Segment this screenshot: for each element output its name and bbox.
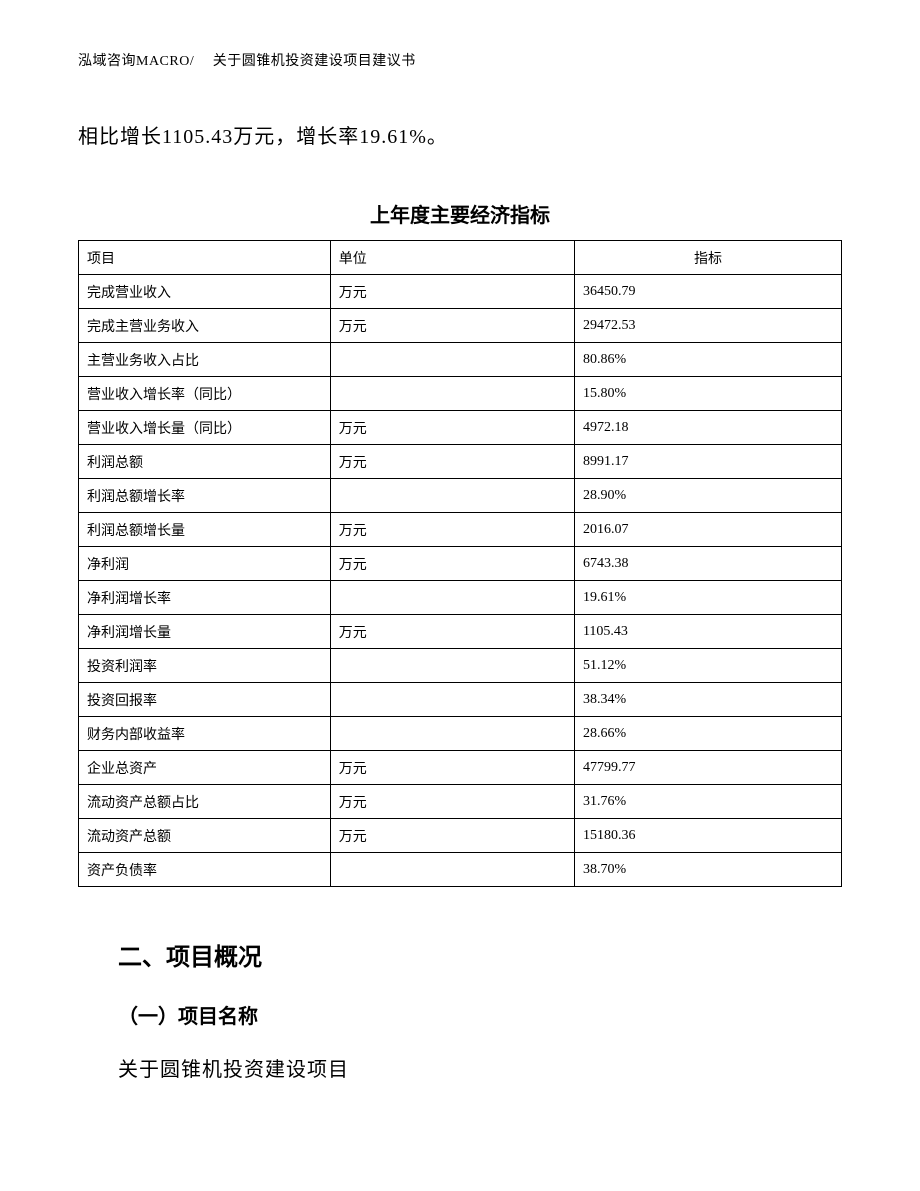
cell-item: 净利润增长量 [79,615,331,649]
cell-value: 80.86% [574,343,841,377]
table-row: 利润总额万元8991.17 [79,445,842,479]
table-header-row: 项目 单位 指标 [79,241,842,275]
table-row: 企业总资产万元47799.77 [79,751,842,785]
cell-value: 38.70% [574,853,841,887]
cell-unit: 万元 [330,547,574,581]
table-row: 流动资产总额占比万元31.76% [79,785,842,819]
table-title: 上年度主要经济指标 [78,199,842,228]
table-row: 流动资产总额万元15180.36 [79,819,842,853]
cell-value: 8991.17 [574,445,841,479]
cell-item: 营业收入增长率（同比） [79,377,331,411]
cell-item: 投资利润率 [79,649,331,683]
cell-unit [330,649,574,683]
cell-value: 1105.43 [574,615,841,649]
table-row: 利润总额增长量万元2016.07 [79,513,842,547]
cell-value: 15180.36 [574,819,841,853]
cell-value: 4972.18 [574,411,841,445]
cell-unit: 万元 [330,309,574,343]
column-header-item: 项目 [79,241,331,275]
intro-paragraph: 相比增长1105.43万元，增长率19.61%。 [78,120,842,149]
cell-unit: 万元 [330,411,574,445]
cell-value: 6743.38 [574,547,841,581]
table-row: 净利润增长率 19.61% [79,581,842,615]
table-row: 投资回报率 38.34% [79,683,842,717]
cell-value: 28.90% [574,479,841,513]
cell-item: 净利润增长率 [79,581,331,615]
section-content: 关于圆锥机投资建设项目 [118,1053,842,1082]
cell-unit [330,343,574,377]
cell-item: 完成主营业务收入 [79,309,331,343]
cell-item: 流动资产总额占比 [79,785,331,819]
cell-value: 51.12% [574,649,841,683]
subsection-heading: （一）项目名称 [118,1000,842,1029]
cell-unit: 万元 [330,513,574,547]
cell-item: 完成营业收入 [79,275,331,309]
table-row: 投资利润率 51.12% [79,649,842,683]
cell-unit [330,581,574,615]
cell-item: 利润总额 [79,445,331,479]
cell-item: 资产负债率 [79,853,331,887]
table-row: 完成营业收入万元36450.79 [79,275,842,309]
cell-item: 营业收入增长量（同比） [79,411,331,445]
column-header-indicator: 指标 [574,241,841,275]
table-row: 营业收入增长量（同比）万元4972.18 [79,411,842,445]
cell-unit [330,479,574,513]
cell-item: 投资回报率 [79,683,331,717]
cell-value: 19.61% [574,581,841,615]
cell-unit [330,377,574,411]
economic-indicators-table: 项目 单位 指标 完成营业收入万元36450.79 完成主营业务收入万元2947… [78,240,842,887]
table-row: 利润总额增长率 28.90% [79,479,842,513]
header-text: 泓域咨询MACRO/ 关于圆锥机投资建设项目建议书 [78,54,416,69]
cell-unit [330,853,574,887]
cell-unit: 万元 [330,275,574,309]
table-row: 资产负债率 38.70% [79,853,842,887]
cell-unit [330,683,574,717]
column-header-unit: 单位 [330,241,574,275]
cell-value: 38.34% [574,683,841,717]
cell-unit: 万元 [330,615,574,649]
table-row: 财务内部收益率 28.66% [79,717,842,751]
cell-value: 31.76% [574,785,841,819]
table-row: 营业收入增长率（同比） 15.80% [79,377,842,411]
cell-item: 净利润 [79,547,331,581]
cell-unit [330,717,574,751]
page-header: 泓域咨询MACRO/ 关于圆锥机投资建设项目建议书 [78,50,842,70]
cell-unit: 万元 [330,751,574,785]
section-heading: 二、项目概况 [118,937,842,972]
cell-value: 28.66% [574,717,841,751]
cell-value: 15.80% [574,377,841,411]
cell-value: 47799.77 [574,751,841,785]
cell-item: 利润总额增长率 [79,479,331,513]
cell-item: 企业总资产 [79,751,331,785]
cell-item: 财务内部收益率 [79,717,331,751]
table-row: 完成主营业务收入万元29472.53 [79,309,842,343]
cell-item: 利润总额增长量 [79,513,331,547]
table-row: 主营业务收入占比 80.86% [79,343,842,377]
cell-unit: 万元 [330,785,574,819]
cell-item: 主营业务收入占比 [79,343,331,377]
table-row: 净利润万元6743.38 [79,547,842,581]
table-row: 净利润增长量万元1105.43 [79,615,842,649]
cell-unit: 万元 [330,819,574,853]
cell-unit: 万元 [330,445,574,479]
cell-value: 36450.79 [574,275,841,309]
cell-value: 29472.53 [574,309,841,343]
cell-item: 流动资产总额 [79,819,331,853]
cell-value: 2016.07 [574,513,841,547]
table-body: 完成营业收入万元36450.79 完成主营业务收入万元29472.53 主营业务… [79,275,842,887]
intro-text: 相比增长1105.43万元，增长率19.61%。 [78,126,448,148]
